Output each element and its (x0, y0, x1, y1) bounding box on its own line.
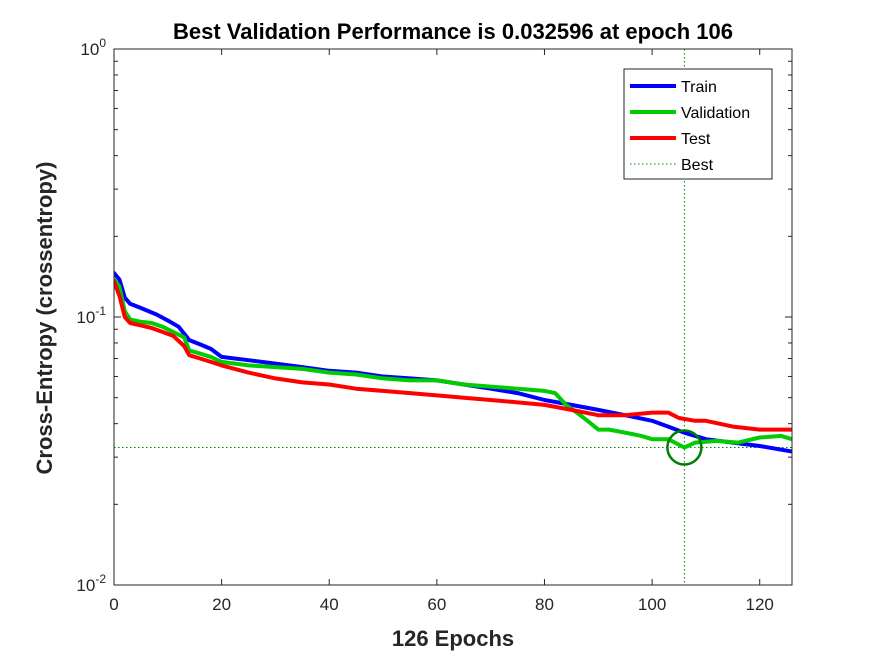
x-tick-label: 0 (109, 595, 118, 614)
chart-title: Best Validation Performance is 0.032596 … (173, 19, 733, 44)
legend: Train Validation Test Best (623, 68, 773, 180)
best-marker-circle (666, 429, 703, 466)
series-line-test (114, 279, 792, 432)
x-tick-label: 100 (638, 595, 666, 614)
y-tick-label: 100 (80, 36, 106, 59)
y-tick-label: 10-2 (76, 572, 106, 595)
x-tick-label: 60 (427, 595, 446, 614)
series-line-validation (114, 277, 792, 450)
x-tick-label: 120 (746, 595, 774, 614)
x-tick-label: 80 (535, 595, 554, 614)
plot-area: 0 20 40 60 80 100 120 10-2 10-1 100 Train Validatio… (76, 36, 793, 614)
legend-label-validation: Validation (681, 105, 750, 122)
y-tick-label: 10-1 (76, 304, 106, 327)
x-axis-label: 126 Epochs (392, 626, 514, 651)
x-tick-label: 40 (320, 595, 339, 614)
legend-label-test: Test (681, 131, 711, 148)
x-tick-label: 20 (212, 595, 231, 614)
legend-label-train: Train (681, 79, 717, 96)
y-axis-label: Cross-Entropy (crossentropy) (32, 162, 57, 475)
legend-label-best: Best (681, 157, 714, 174)
data-layer (114, 49, 792, 585)
